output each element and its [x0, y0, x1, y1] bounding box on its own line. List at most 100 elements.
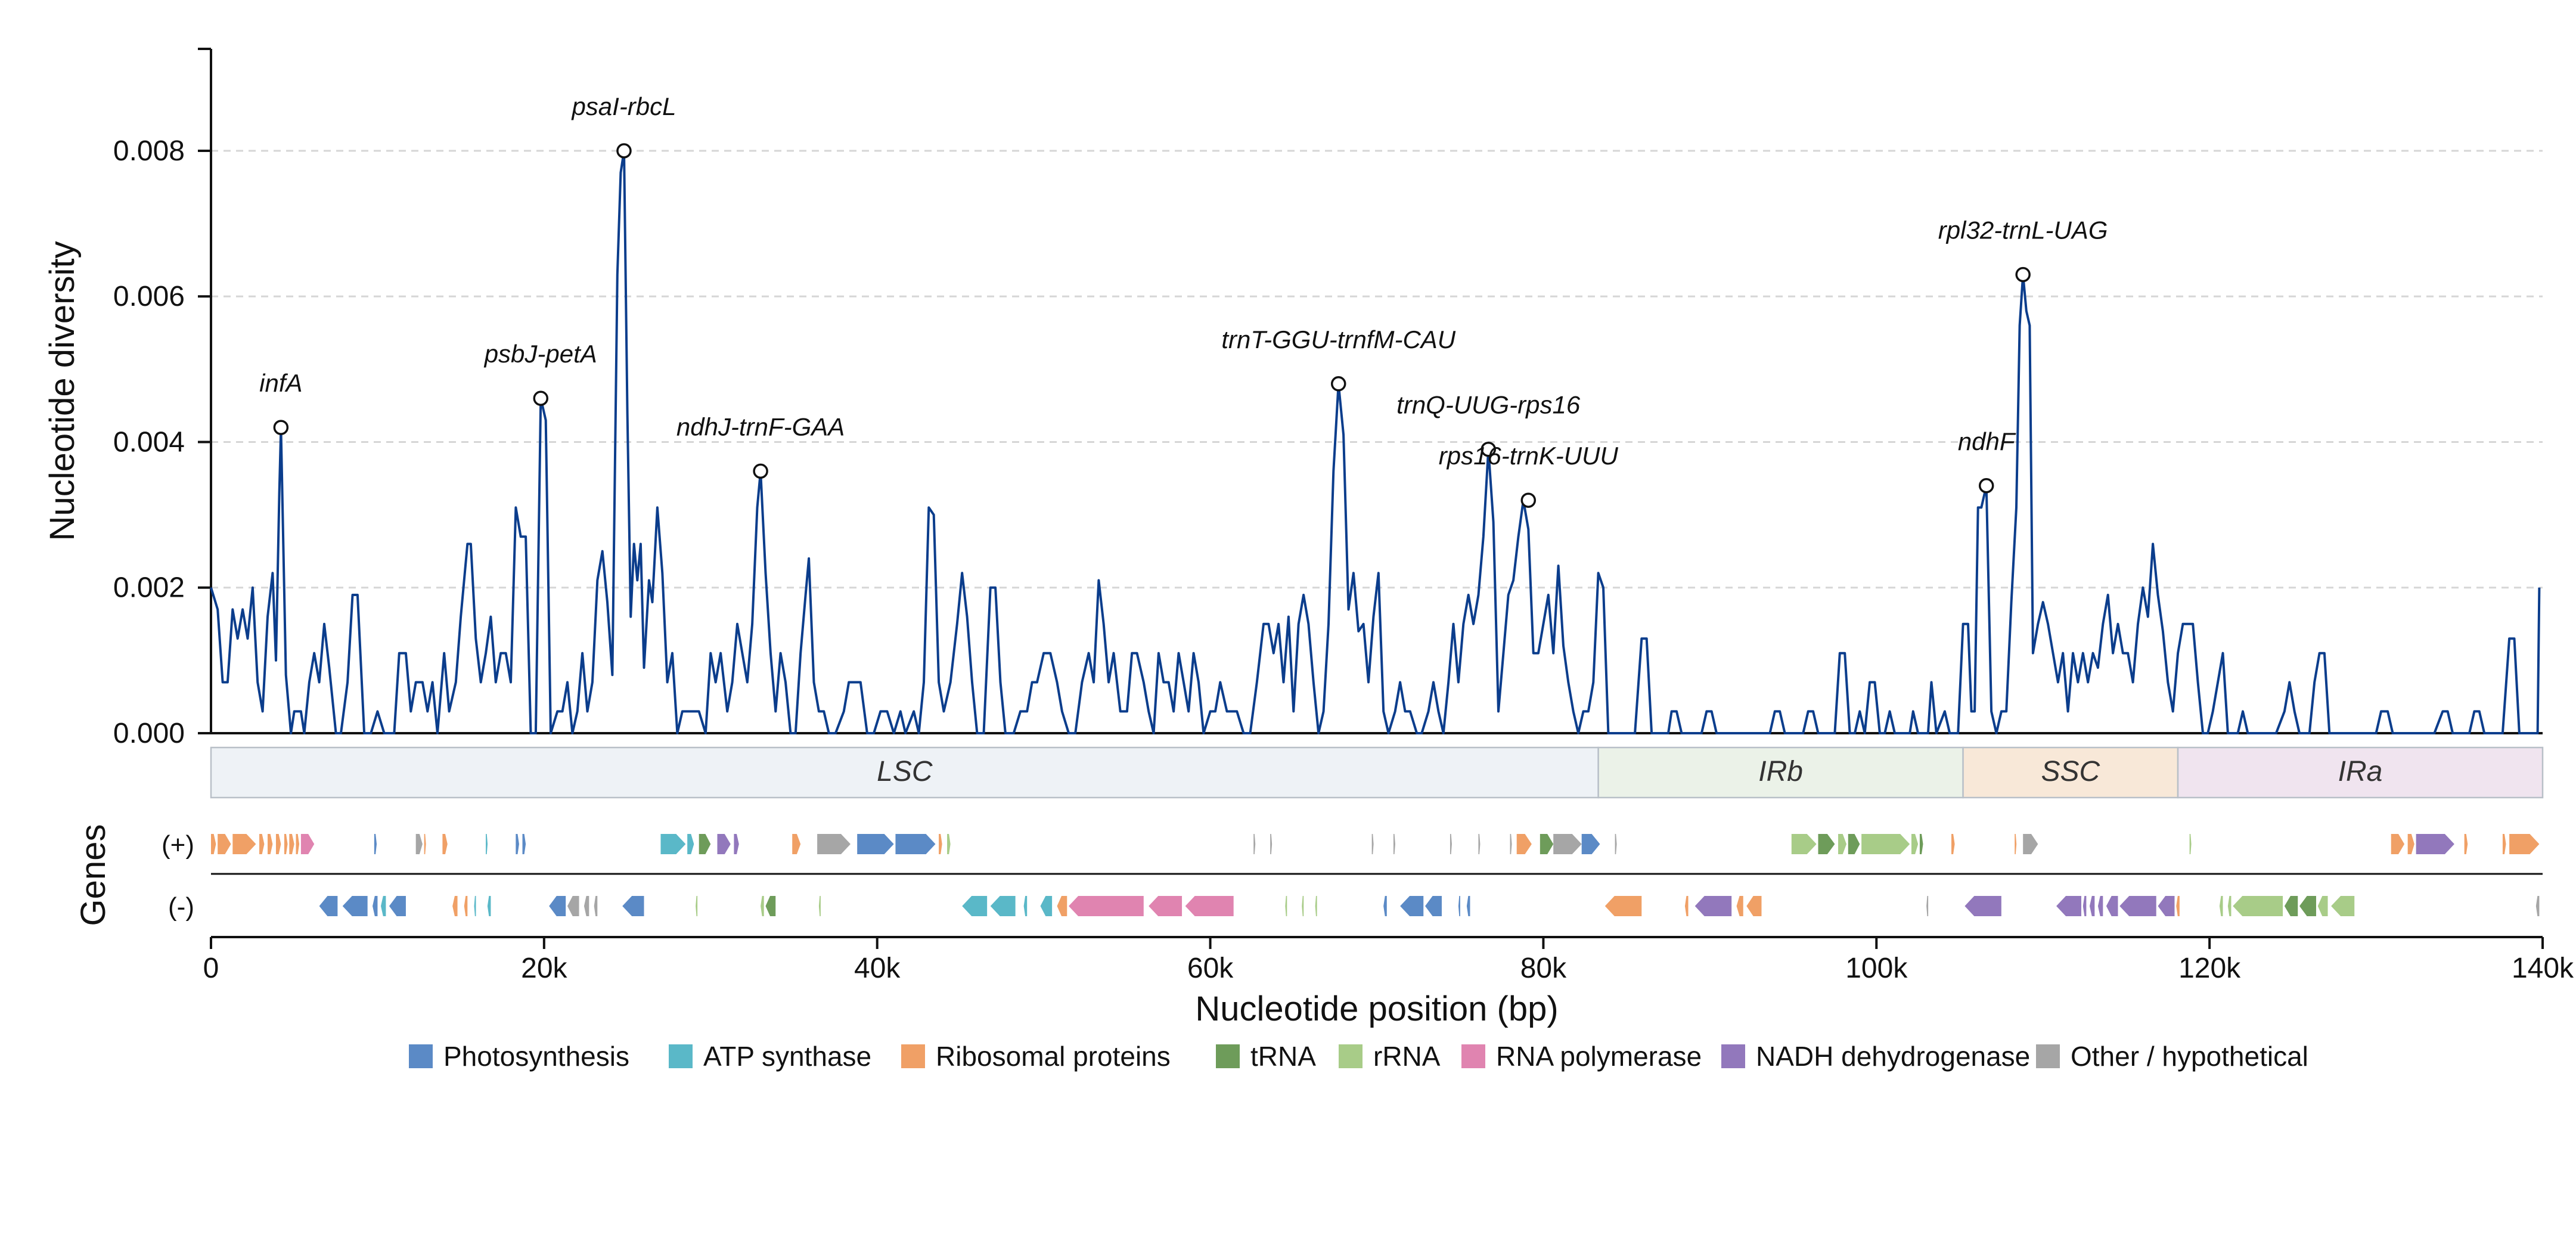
gene-plus: [734, 834, 739, 854]
gene-minus: [2119, 896, 2156, 916]
legend-label: Photosynthesis: [443, 1041, 629, 1072]
gene-plus: [939, 834, 942, 854]
gene-minus: [2056, 896, 2081, 916]
gene-plus: [1919, 834, 1923, 854]
gene-plus: [296, 834, 300, 854]
gene-plus: [218, 834, 231, 854]
gene-minus: [2158, 896, 2175, 916]
peak-marker: [533, 390, 549, 406]
x-tick-label: 40k: [854, 953, 901, 984]
gene-minus: [2535, 896, 2540, 916]
gene-plus: [1553, 834, 1582, 854]
gene-plus: [857, 834, 894, 854]
gene-minus: [2106, 896, 2118, 916]
gene-plus: [275, 834, 281, 854]
region-label: LSC: [877, 756, 933, 787]
gene-plus: [1516, 834, 1532, 854]
legend-label: ATP synthase: [703, 1041, 871, 1072]
gene-minus: [2082, 896, 2087, 916]
x-tick-label: 80k: [1520, 953, 1567, 984]
gene-minus: [1040, 896, 1053, 916]
gene-plus: [1838, 834, 1846, 854]
gene-minus: [1425, 896, 1442, 916]
gene-minus: [2331, 896, 2355, 916]
y-tick-label: 0.004: [113, 426, 185, 458]
region-label: IRa: [2338, 756, 2383, 787]
gene-plus: [259, 834, 265, 854]
gene-minus: [567, 896, 579, 916]
x-tick-label: 140k: [2512, 953, 2574, 984]
gene-minus: [1458, 896, 1460, 916]
gene-minus: [1736, 896, 1743, 916]
gene-minus: [594, 896, 598, 916]
gene-plus: [2509, 834, 2540, 854]
gene-plus: [2502, 834, 2506, 854]
gene-plus: [374, 834, 377, 854]
gene-plus: [699, 834, 711, 854]
gene-plus: [442, 834, 448, 854]
gene-minus: [373, 896, 378, 916]
peak-label: rps16-trnK-UUU: [1439, 442, 1619, 470]
gene-plus: [300, 834, 315, 854]
legend: Photosynthesis ATP synthase Ribosomal prot…: [409, 1041, 2308, 1072]
gene-track: Genes (+) (-): [74, 824, 2543, 938]
x-tick-label: 20k: [521, 953, 567, 984]
gene-plus: [1253, 834, 1256, 854]
gene-minus: [1069, 896, 1144, 916]
gene-minus: [2317, 896, 2328, 916]
x-axis-ticks: 0 20k 40k 60k 80k 100k 120k 140k: [203, 937, 2574, 984]
gene-minus: [487, 896, 491, 916]
gene-minus: [1466, 896, 1470, 916]
strand-label: (-): [168, 892, 194, 922]
gene-plus: [1581, 834, 1600, 854]
region-label: SSC: [2041, 756, 2100, 787]
y-tick-label: 0.008: [113, 135, 185, 167]
gene-plus: [284, 834, 288, 854]
y-axis: 0.000 0.002 0.004 0.006 0.008: [113, 48, 212, 749]
gene-plus: [1791, 834, 1817, 854]
gene-plus: [1848, 834, 1860, 854]
region-track: LSC IRb SSC IRa: [210, 746, 2544, 799]
gene-plus: [687, 834, 694, 854]
legend-swatch: [409, 1044, 433, 1068]
peak-label: infA: [259, 369, 302, 397]
gene-plus: [792, 834, 801, 854]
legend-swatch: [669, 1044, 693, 1068]
peak-marker: [616, 143, 632, 159]
gene-plus: [268, 834, 273, 854]
gene-minus: [474, 896, 476, 916]
x-tick-label: 60k: [1187, 953, 1234, 984]
gene-minus: [1746, 896, 1762, 916]
legend-swatch: [1721, 1044, 1745, 1068]
peak-marker: [1520, 492, 1537, 508]
gene-minus: [1383, 896, 1387, 916]
gene-minus: [818, 896, 821, 916]
peak-markers: infA psbJ-petA psaI-rbcL ndhJ-trnF-GAA trnT-…: [259, 92, 2108, 508]
gene-minus: [2219, 896, 2223, 916]
gene-plus: [717, 834, 731, 854]
gene-minus: [1604, 896, 1642, 916]
gene-minus: [962, 896, 988, 916]
peak-marker: [1330, 376, 1346, 392]
gene-minus: [2227, 896, 2232, 916]
gene-plus: [289, 834, 294, 854]
peak-label: ndhJ-trnF-GAA: [676, 413, 845, 441]
gene-plus: [2391, 834, 2405, 854]
gene-minus: [342, 896, 368, 916]
gene-plus: [2023, 834, 2038, 854]
legend-label: rRNA: [1373, 1041, 1441, 1072]
x-tick-label: 100k: [1845, 953, 1908, 984]
gene-plus: [1371, 834, 1374, 854]
peak-label: rpl32-trnL-UAG: [1938, 216, 2108, 244]
region-label: IRb: [1758, 756, 1803, 787]
x-tick-label: 120k: [2178, 953, 2241, 984]
gene-minus: [584, 896, 589, 916]
y-axis-title: Nucleotide diversity: [43, 241, 82, 541]
gene-minus: [2097, 896, 2103, 916]
gene-minus: [1185, 896, 1234, 916]
gene-plus: [424, 834, 426, 854]
gene-minus: [1684, 896, 1689, 916]
y-tick-label: 0.000: [113, 718, 185, 749]
gene-minus: [1400, 896, 1424, 916]
